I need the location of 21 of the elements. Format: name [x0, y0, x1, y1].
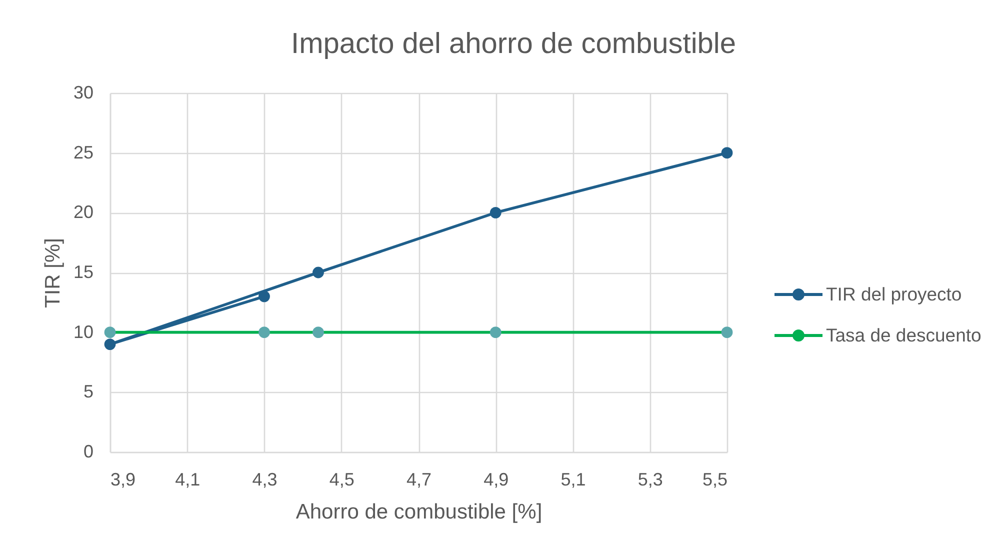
y-tick-label: 5 — [83, 382, 94, 402]
y-tick-label: 25 — [73, 142, 94, 162]
x-tick-label: 5,3 — [638, 470, 663, 490]
y-tick-label: 15 — [73, 262, 94, 282]
y-tick-label: 0 — [83, 442, 94, 462]
y-tick-label: 20 — [73, 202, 94, 222]
y-axis-title: TIR [%] — [41, 238, 64, 308]
x-tick-label: 3,9 — [110, 470, 136, 490]
x-tick-label: 5,5 — [702, 470, 728, 490]
chart-title: Impacto del ahorro de combustible — [291, 28, 736, 60]
x-tick-label: 4,3 — [252, 470, 278, 490]
legend-label: Tasa de descuento — [826, 324, 982, 346]
y-tick-label: 10 — [73, 322, 94, 342]
x-tick-label: 4,5 — [329, 470, 354, 490]
x-tick-label: 4,9 — [484, 470, 509, 490]
x-tick-label: 5,1 — [560, 470, 586, 490]
x-tick-label: 4,1 — [175, 470, 200, 490]
x-axis-title: Ahorro de combustible [%] — [296, 500, 542, 524]
y-tick-label: 30 — [73, 82, 94, 102]
x-tick-label: 4,7 — [406, 470, 432, 490]
legend-label: TIR del proyecto — [826, 284, 962, 304]
